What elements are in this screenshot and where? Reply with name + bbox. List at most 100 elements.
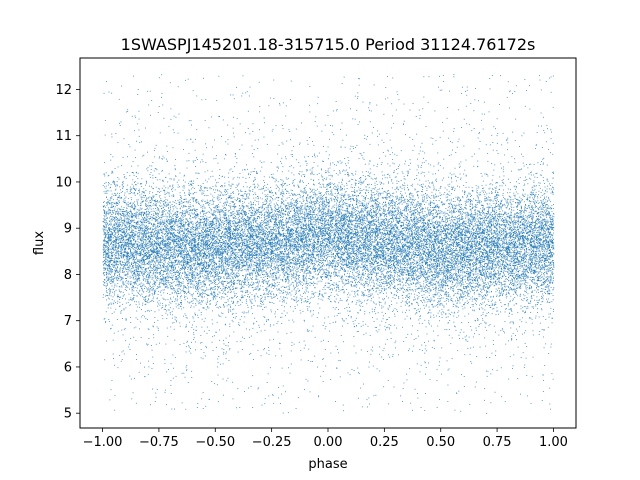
scatter-point [268,105,269,106]
scatter-point [118,240,119,241]
scatter-point [333,195,334,196]
scatter-point [228,225,229,226]
scatter-point [388,182,389,183]
scatter-point [488,268,489,269]
scatter-point [238,280,239,281]
scatter-point [433,174,434,175]
scatter-point [189,322,190,323]
scatter-point [111,218,112,219]
scatter-point [535,306,536,307]
scatter-point [283,386,284,387]
scatter-point [335,256,336,257]
scatter-point [373,297,374,298]
scatter-point [217,273,218,274]
scatter-point [111,389,112,390]
scatter-point [158,260,159,261]
scatter-point [536,267,537,268]
scatter-point [266,236,267,237]
scatter-point [309,247,310,248]
scatter-point [334,238,335,239]
scatter-point [129,213,130,214]
scatter-point [300,197,301,198]
scatter-point [192,264,193,265]
scatter-point [459,187,460,188]
scatter-point [553,263,554,264]
scatter-point [425,298,426,299]
scatter-point [455,234,456,235]
scatter-point [117,199,118,200]
scatter-point [497,182,498,183]
scatter-point [535,223,536,224]
scatter-point [430,317,431,318]
scatter-point [489,227,490,228]
scatter-point [225,212,226,213]
scatter-point [133,173,134,174]
scatter-point [487,236,488,237]
scatter-point [465,237,466,238]
scatter-point [167,266,168,267]
scatter-point [134,239,135,240]
scatter-point [495,205,496,206]
scatter-point [281,193,282,194]
scatter-point [445,218,446,219]
scatter-point [257,332,258,333]
scatter-point [334,164,335,165]
scatter-point [183,287,184,288]
scatter-point [544,197,545,198]
scatter-point [115,168,116,169]
scatter-point [401,306,402,307]
scatter-point [112,313,113,314]
scatter-point [382,249,383,250]
scatter-point [474,294,475,295]
scatter-point [530,256,531,257]
scatter-point [111,191,112,192]
scatter-point [513,260,514,261]
scatter-point [402,204,403,205]
scatter-point [255,186,256,187]
scatter-point [150,294,151,295]
scatter-point [229,349,230,350]
scatter-point [230,231,231,232]
scatter-point [462,191,463,192]
scatter-point [323,185,324,186]
scatter-point [147,283,148,284]
scatter-point [527,219,528,220]
scatter-point [361,227,362,228]
scatter-point [361,259,362,260]
scatter-point [416,310,417,311]
scatter-point [499,247,500,248]
scatter-point [321,214,322,215]
scatter-point [451,212,452,213]
scatter-point [358,208,359,209]
scatter-point [277,290,278,291]
scatter-point [121,310,122,311]
scatter-point [482,258,483,259]
scatter-point [353,262,354,263]
scatter-point [279,270,280,271]
scatter-point [300,284,301,285]
scatter-point [141,196,142,197]
scatter-point [299,144,300,145]
scatter-point [143,280,144,281]
scatter-point [315,194,316,195]
scatter-point [405,272,406,273]
scatter-point [199,277,200,278]
scatter-point [264,317,265,318]
scatter-point [402,268,403,269]
scatter-point [461,93,462,94]
scatter-point [456,317,457,318]
scatter-point [273,257,274,258]
scatter-point [499,266,500,267]
scatter-point [187,211,188,212]
scatter-point [338,313,339,314]
scatter-point [340,186,341,187]
scatter-point [120,287,121,288]
scatter-point [115,216,116,217]
scatter-point [143,212,144,213]
scatter-point [261,247,262,248]
scatter-point [456,276,457,277]
scatter-point [119,244,120,245]
scatter-point [441,251,442,252]
scatter-point [199,247,200,248]
